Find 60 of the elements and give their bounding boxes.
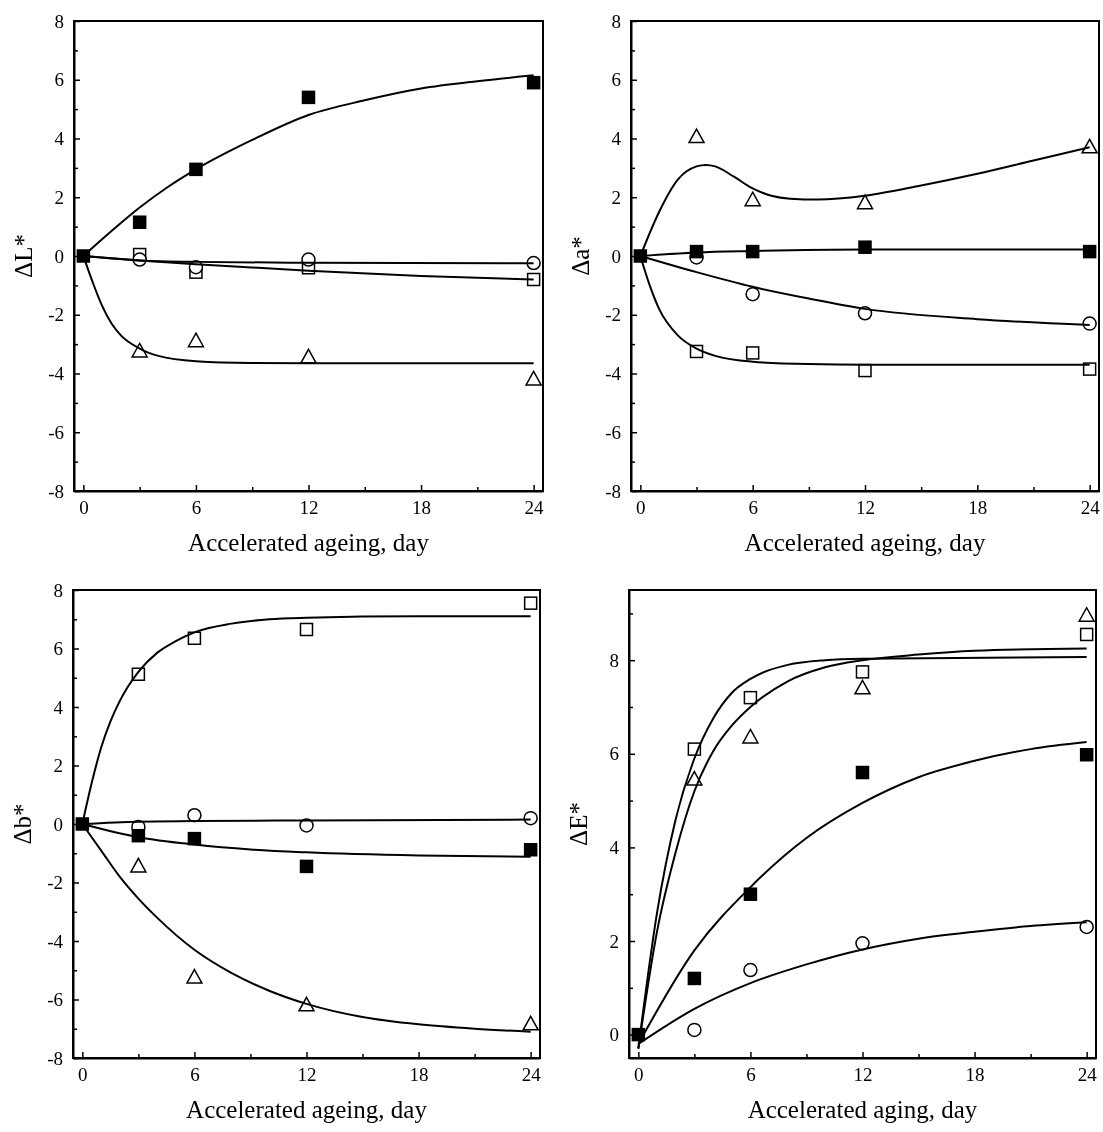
y-tick-label: 2 [53, 755, 63, 777]
y-tick-label: -8 [47, 1047, 63, 1069]
y-tick-label: 8 [611, 10, 621, 32]
y-tick-label: -6 [47, 989, 63, 1011]
y-tick-label: 2 [54, 186, 64, 208]
x-tick-label: 12 [853, 1064, 873, 1086]
y-tick-label: 4 [611, 128, 622, 150]
y-tick-label: -4 [48, 363, 65, 385]
y-tick-label: -2 [47, 872, 63, 894]
x-tick-label: 24 [1080, 497, 1101, 519]
y-tick-label: 4 [609, 836, 620, 858]
y-tick-label: -8 [605, 480, 621, 502]
y-tick-label: -2 [605, 304, 621, 326]
x-tick-label: 6 [190, 1064, 200, 1086]
y-tick-label: 8 [53, 579, 63, 601]
x-tick-label: 0 [634, 1064, 644, 1086]
y-axis-title: Δb* [9, 803, 36, 845]
x-axis-title: Accelerated ageing, day [186, 1096, 428, 1123]
x-tick-label: 18 [409, 1064, 429, 1086]
y-tick-label: 2 [611, 186, 621, 208]
x-tick-label: 24 [521, 1064, 542, 1086]
y-tick-label: 2 [609, 930, 619, 952]
y-tick-label: 0 [54, 245, 64, 267]
x-tick-label: 0 [636, 497, 646, 519]
y-tick-label: 6 [609, 743, 619, 765]
x-tick-label: 18 [965, 1064, 985, 1086]
x-tick-label: 0 [79, 497, 89, 519]
x-tick-label: 12 [297, 1064, 317, 1086]
y-tick-label: -4 [47, 930, 64, 952]
y-tick-label: 0 [609, 1024, 619, 1046]
x-tick-label: 12 [299, 497, 319, 519]
y-tick-label: -6 [605, 421, 621, 443]
y-tick-label: 8 [54, 10, 64, 32]
y-tick-label: 8 [609, 649, 619, 671]
y-tick-label: 6 [53, 638, 63, 660]
x-tick-label: 12 [856, 497, 875, 519]
x-axis-title: Accelerated aging, day [747, 1096, 978, 1123]
x-tick-label: 24 [524, 497, 545, 519]
x-tick-label: 24 [1077, 1064, 1098, 1086]
x-axis-title: Accelerated ageing, day [744, 529, 986, 556]
y-tick-label: -2 [48, 304, 64, 326]
x-tick-label: 6 [191, 497, 202, 519]
y-tick-label: -8 [48, 480, 64, 502]
y-tick-label: 4 [53, 696, 64, 718]
x-tick-label: 6 [746, 1064, 756, 1086]
x-tick-label: 6 [748, 497, 758, 519]
y-tick-label: 6 [611, 69, 621, 91]
y-axis-title: ΔE* [565, 802, 592, 846]
y-tick-label: 0 [53, 813, 63, 835]
x-axis-title: Accelerated ageing, day [188, 529, 430, 556]
x-tick-label: 18 [412, 497, 432, 519]
x-tick-label: 18 [968, 497, 988, 519]
y-tick-label: -4 [605, 363, 622, 385]
y-axis-title: Δa* [567, 236, 594, 276]
y-tick-label: 4 [54, 128, 65, 150]
y-axis-title: ΔL* [10, 234, 37, 278]
y-tick-label: -6 [48, 421, 64, 443]
y-tick-label: 0 [611, 245, 621, 267]
y-tick-label: 6 [54, 69, 64, 91]
x-tick-label: 0 [78, 1064, 88, 1086]
